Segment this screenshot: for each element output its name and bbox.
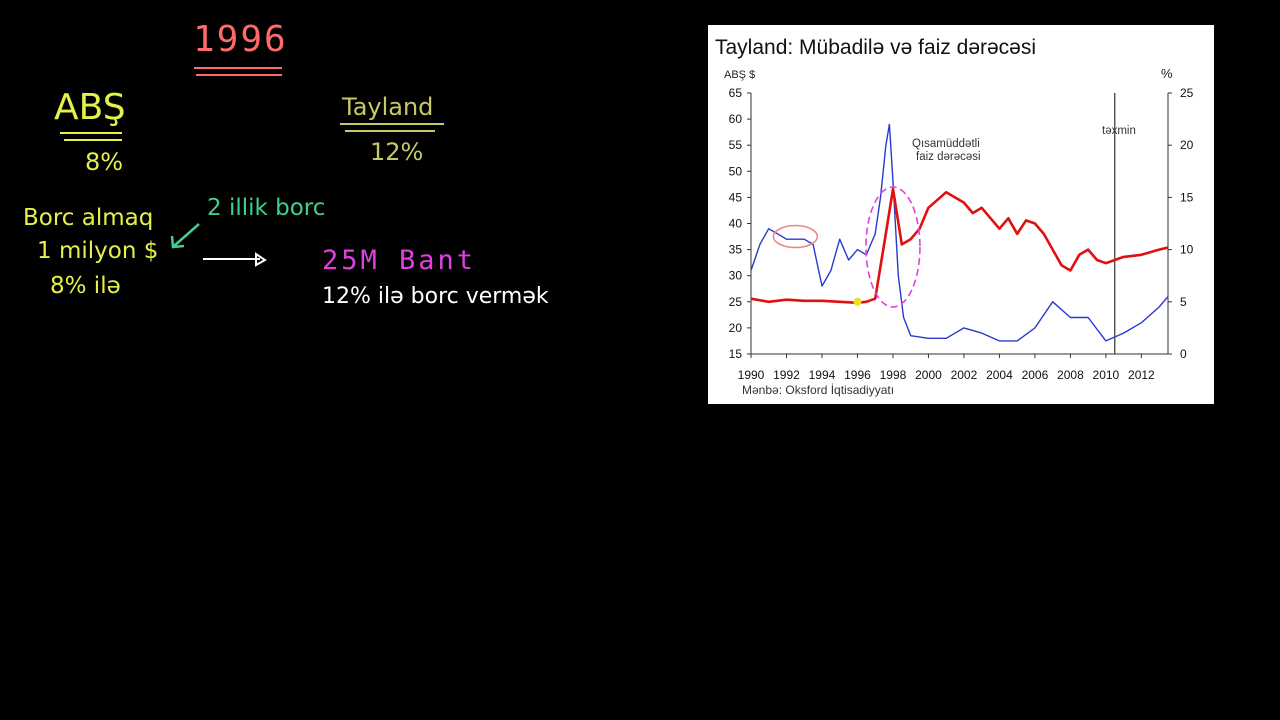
left-tick-label: 30: [729, 269, 743, 283]
x-tick-label: 2006: [1022, 368, 1049, 382]
left-tick-label: 35: [729, 243, 743, 257]
left-tick-label: 55: [729, 138, 743, 152]
thailand-underline-1: [340, 123, 444, 125]
green-arrow-icon: [170, 223, 200, 249]
lend-text: 12% ilə borc vermək: [322, 284, 549, 309]
source-label: Mənbə: Oksford İqtisadiyyatı: [742, 383, 894, 397]
red-circle-annotation: [772, 224, 819, 249]
baht-amount: 25M Bant: [322, 245, 477, 276]
thailand-underline-2: [345, 130, 435, 132]
thailand-label: Tayland: [342, 93, 434, 121]
right-tick-label: 10: [1180, 243, 1194, 257]
borrow-line-3: 8% ilə: [50, 273, 121, 299]
left-tick-label: 25: [729, 295, 743, 309]
usa-underline-2: [64, 139, 122, 141]
x-tick-label: 1998: [880, 368, 907, 382]
chart-title: Tayland: Mübadilə və faiz dərəcəsi: [715, 36, 1036, 59]
exchange-rate-chart: Tayland: Mübadilə və faiz dərəcəsi ABŞ $…: [708, 25, 1214, 404]
year-label: 1996: [193, 19, 288, 60]
usa-rate: 8%: [85, 148, 124, 176]
left-tick-label: 50: [729, 164, 743, 178]
usa-underline-1: [60, 132, 122, 134]
left-tick-label: 45: [729, 190, 743, 204]
right-tick-label: 25: [1180, 86, 1194, 100]
borrow-line-1: Borc almaq: [23, 205, 154, 231]
left-axis-unit: ABŞ $: [724, 69, 755, 81]
right-tick-label: 15: [1180, 190, 1194, 204]
loan-term-label: 2 illik borc: [207, 195, 326, 221]
year-underline-2: [196, 74, 282, 76]
x-tick-label: 2002: [951, 368, 978, 382]
magenta-dashed-annotation: [865, 186, 921, 308]
forecast-label: təxmin: [1102, 125, 1136, 137]
right-tick-label: 20: [1180, 138, 1194, 152]
x-tick-label: 2010: [1093, 368, 1120, 382]
x-tick-label: 1996: [844, 368, 871, 382]
chart-canvas: Tayland: Mübadilə və faiz dərəcəsi ABŞ $…: [715, 36, 1194, 397]
right-tick-label: 5: [1180, 295, 1187, 309]
yellow-cursor-dot: [853, 297, 862, 306]
right-tick-label: 0: [1180, 347, 1187, 361]
left-tick-label: 40: [729, 217, 743, 231]
short-rate-label-2: faiz dərəcəsi: [916, 151, 981, 163]
borrow-line-2: 1 milyon $: [37, 238, 159, 264]
x-tick-label: 2004: [986, 368, 1013, 382]
left-tick-label: 15: [729, 347, 743, 361]
thailand-rate: 12%: [370, 138, 424, 166]
left-tick-label: 20: [729, 321, 743, 335]
x-tick-label: 2008: [1057, 368, 1084, 382]
left-tick-label: 65: [729, 86, 743, 100]
x-tick-label: 1990: [738, 368, 765, 382]
white-arrow-icon: [203, 252, 267, 267]
left-tick-label: 60: [729, 112, 743, 126]
usa-label: ABŞ: [54, 87, 126, 128]
short-rate-label-1: Qısamüddətli: [912, 138, 980, 150]
exchange-rate-series-line: [750, 123, 1169, 342]
x-tick-label: 2012: [1128, 368, 1155, 382]
year-underline-1: [194, 67, 282, 69]
x-tick-label: 1994: [809, 368, 836, 382]
x-tick-label: 2000: [915, 368, 942, 382]
right-axis-unit: %: [1161, 66, 1173, 81]
x-tick-label: 1992: [773, 368, 800, 382]
